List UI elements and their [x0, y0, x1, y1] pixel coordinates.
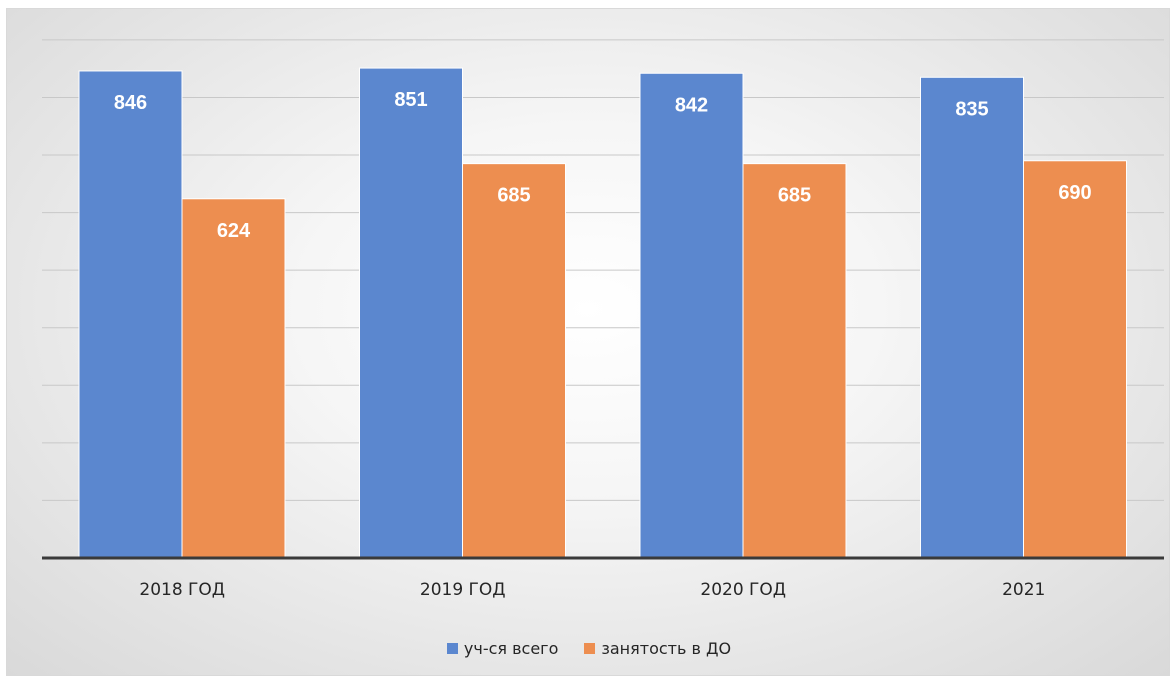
bars — [78, 67, 1127, 559]
legend-swatch — [446, 643, 458, 654]
chart-frame: 846 624 851 685 842 685 835 690 2018 ГОД 2019 ГО… — [6, 8, 1170, 676]
x-tick-label: 2020 ГОД — [700, 580, 786, 600]
data-label: 685 — [497, 185, 530, 207]
bar-total-1 — [359, 67, 463, 559]
data-label: 842 — [675, 94, 708, 116]
bar-do-0 — [181, 198, 286, 559]
legend-label: занятость в ДО — [601, 639, 732, 658]
legend-item: уч-ся всего — [446, 639, 559, 658]
legend-item: занятость в ДО — [584, 639, 731, 658]
bar-total-0 — [78, 70, 183, 559]
data-label: 690 — [1058, 182, 1091, 204]
data-label: 624 — [217, 220, 251, 242]
x-tick-label: 2021 — [1002, 580, 1045, 600]
bar-do-1 — [462, 163, 566, 559]
legend-swatch — [584, 643, 596, 654]
bar-do-2 — [742, 163, 847, 559]
bar-chart: 846 624 851 685 842 685 835 690 2018 ГОД 2019 ГО… — [42, 39, 1164, 600]
data-labels: 846 624 851 685 842 685 835 690 — [114, 89, 1092, 242]
x-tick-labels: 2018 ГОД 2019 ГОД 2020 ГОД 2021 — [139, 580, 1045, 600]
bar-total-3 — [920, 76, 1024, 559]
bar-total-2 — [639, 72, 744, 559]
data-label: 685 — [778, 185, 811, 207]
bar-do-3 — [1023, 160, 1127, 559]
x-tick-label: 2018 ГОД — [139, 580, 225, 600]
legend: уч-ся всего занятость в ДО — [7, 639, 1171, 658]
data-label: 835 — [955, 98, 988, 120]
data-label: 851 — [394, 89, 427, 111]
data-label: 846 — [114, 92, 147, 114]
x-tick-label: 2019 ГОД — [420, 580, 506, 600]
legend-label: уч-ся всего — [463, 639, 559, 658]
